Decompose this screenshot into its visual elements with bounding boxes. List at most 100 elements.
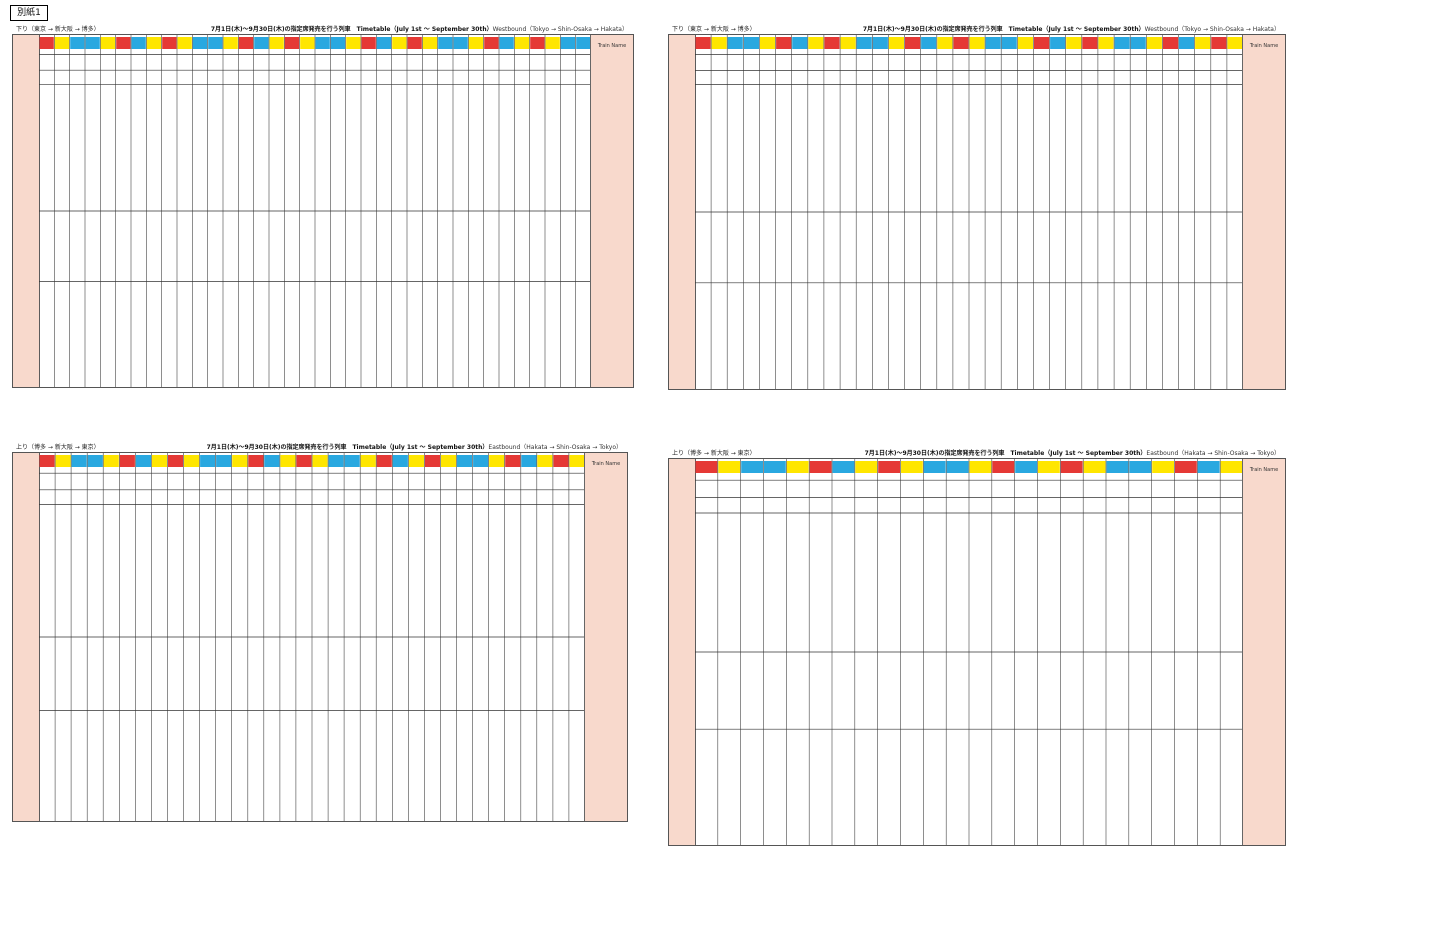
station-column-left — [669, 35, 696, 389]
footnotes — [12, 822, 628, 844]
train-type-block — [484, 37, 499, 49]
train-type-block — [530, 37, 545, 49]
grid-lines — [39, 35, 591, 387]
train-type-block — [576, 37, 591, 49]
timetable-panel-1: 下り（東京 → 新大阪 → 博多） 7月1日(木)～9月30日(木)の指定席発売… — [12, 22, 634, 410]
train-type-block — [792, 37, 808, 49]
train-type-block — [921, 37, 937, 49]
footnotes — [668, 846, 1286, 868]
train-type-block — [760, 37, 776, 49]
train-type-block — [264, 455, 280, 467]
train-type-block — [545, 37, 560, 49]
train-name-label: Train Name — [597, 43, 627, 49]
train-type-block — [741, 461, 763, 473]
panel-header: 下り（東京 → 新大阪 → 博多） 7月1日(木)～9月30日(木)の指定席発売… — [12, 22, 634, 34]
station-column-right: Train Name — [590, 35, 633, 387]
train-type-block — [969, 37, 985, 49]
train-type-block — [727, 37, 743, 49]
train-type-block — [1098, 37, 1114, 49]
train-type-block — [269, 37, 284, 49]
footnotes — [12, 388, 634, 410]
wayboard-label: Eastbound（Hakata → Shin-Osaka → Tokyo） — [488, 443, 622, 451]
train-type-block — [764, 461, 786, 473]
train-type-block — [361, 37, 376, 49]
train-type-block — [360, 455, 376, 467]
train-type-block — [743, 37, 759, 49]
train-type-block — [695, 461, 718, 473]
train-type-block — [489, 455, 505, 467]
train-type-block — [1227, 37, 1243, 49]
train-type-block — [923, 461, 946, 473]
train-type-block — [1220, 461, 1243, 473]
train-columns — [39, 453, 585, 821]
train-type-block — [408, 455, 424, 467]
train-type-block — [468, 37, 484, 49]
station-column-right: Train Name — [584, 453, 627, 821]
footnotes — [668, 390, 1286, 412]
train-type-block — [135, 455, 151, 467]
train-type-block — [238, 37, 254, 49]
panel-title: 7月1日(木)～9月30日(木)の指定席発売を行う列車 Timetable（Ju… — [862, 25, 1145, 33]
train-type-block — [284, 37, 300, 49]
train-type-block — [330, 37, 346, 49]
train-type-block — [514, 37, 530, 49]
train-type-block — [1211, 37, 1227, 49]
train-type-block — [1162, 37, 1178, 49]
direction-label: 下り（東京 → 新大阪 → 博多） — [16, 25, 100, 33]
train-type-block — [392, 455, 408, 467]
train-type-block — [1034, 37, 1050, 49]
train-type-block — [85, 37, 100, 49]
train-type-block — [1114, 37, 1130, 49]
train-type-block — [344, 455, 360, 467]
train-type-block — [87, 455, 103, 467]
train-type-block — [1066, 37, 1082, 49]
train-type-block — [457, 455, 473, 467]
train-type-block — [376, 37, 392, 49]
train-type-block — [855, 461, 878, 473]
train-columns — [695, 459, 1243, 845]
train-type-block — [937, 37, 953, 49]
train-type-block — [151, 455, 167, 467]
train-type-block — [422, 37, 438, 49]
train-type-block — [1175, 461, 1197, 473]
train-type-block — [407, 37, 422, 49]
train-type-block — [200, 455, 216, 467]
direction-label: 上り（博多 → 新大阪 → 東京） — [672, 449, 756, 457]
train-type-block — [1195, 37, 1211, 49]
train-type-block — [216, 455, 232, 467]
grid-lines — [695, 459, 1243, 845]
train-type-block — [1001, 37, 1017, 49]
station-column-left — [669, 459, 696, 845]
train-type-block — [1015, 461, 1037, 473]
train-type-block — [901, 461, 923, 473]
train-type-block — [328, 455, 344, 467]
train-type-block — [1060, 461, 1083, 473]
train-type-block — [146, 37, 162, 49]
train-type-block — [54, 37, 70, 49]
train-type-block — [315, 37, 330, 49]
train-type-block — [953, 37, 969, 49]
train-type-block — [878, 461, 900, 473]
train-type-block — [1082, 37, 1098, 49]
train-columns — [695, 35, 1243, 389]
train-type-block — [39, 37, 54, 49]
train-type-block — [1146, 37, 1162, 49]
train-type-block — [569, 455, 585, 467]
train-type-block — [695, 37, 711, 49]
train-type-block — [1129, 461, 1152, 473]
train-type-block — [992, 461, 1015, 473]
train-type-block — [424, 455, 440, 467]
train-type-block — [1050, 37, 1066, 49]
train-type-block — [55, 455, 71, 467]
train-type-block — [232, 455, 248, 467]
panel-header: 下り（東京 → 新大阪 → 博多） 7月1日(木)～9月30日(木)の指定席発売… — [668, 22, 1286, 34]
train-type-block — [1152, 461, 1174, 473]
train-type-block — [537, 455, 553, 467]
train-type-block — [223, 37, 238, 49]
train-type-block — [840, 37, 856, 49]
train-type-block — [116, 37, 131, 49]
train-type-block — [832, 461, 855, 473]
train-type-block — [856, 37, 872, 49]
train-type-block — [473, 455, 489, 467]
attachment-tag: 別紙1 — [10, 5, 48, 21]
